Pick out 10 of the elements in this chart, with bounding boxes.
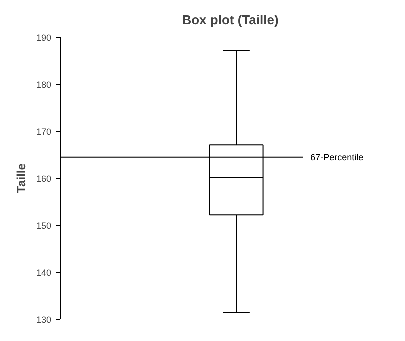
y-tick-label: 140 — [36, 268, 52, 278]
y-tick-label: 160 — [36, 174, 52, 184]
y-axis-title: Taille — [14, 163, 28, 194]
y-tick-label: 130 — [36, 315, 52, 325]
y-tick-label: 150 — [36, 221, 52, 231]
y-tick-label: 190 — [36, 33, 52, 43]
ref-line-label: 67-Percentile — [310, 152, 364, 162]
y-tick-label: 170 — [36, 127, 52, 137]
chart-title: Box plot (Taille) — [182, 12, 279, 28]
y-tick-label: 180 — [36, 80, 52, 90]
